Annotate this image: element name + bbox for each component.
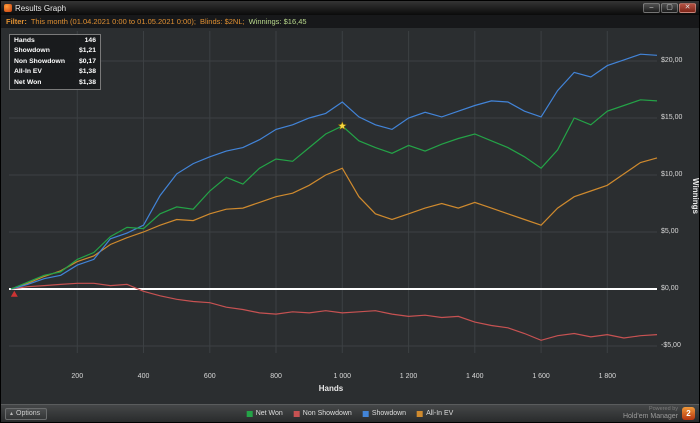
stats-row: Non Showdown $0,17 [10,57,100,67]
hm2-logo-icon: 2 [682,407,695,420]
x-tick-label: 1 200 [399,373,418,380]
close-button[interactable]: ✕ [679,3,696,13]
x-tick-label: 1 600 [532,373,550,380]
x-tick-label: 1 400 [466,373,484,380]
filter-bar[interactable]: Filter: This month (01.04.2021 0:00 to 0… [1,15,699,28]
legend-item-all-in-ev[interactable]: All-In EV [417,410,453,417]
stats-row: Showdown $1,21 [10,46,100,56]
legend-label: Showdown [371,410,407,417]
options-label: Options [16,410,41,417]
legend: Net Won Non Showdown Showdown All-In EV [246,410,453,417]
winnings-value: $16,45 [283,17,307,26]
stats-row: All-In EV $1,38 [10,67,100,77]
maximize-button[interactable]: ▢ [661,3,678,13]
stats-row: Net Won $1,38 [10,78,100,88]
star-marker[interactable] [337,121,347,130]
stats-box: Hands 146 Showdown $1,21 Non Showdown $0,17 Al… [9,34,101,91]
legend-swatch [417,410,424,417]
y-tick-label: $5,00 [661,228,679,235]
x-tick-label: 1 800 [598,373,617,380]
legend-item-showdown[interactable]: Showdown [362,410,407,417]
series-all-in-ev [10,157,658,290]
y-tick-label: $0,00 [661,285,679,292]
filter-blinds-text: Blinds: $2NL; [199,17,245,26]
legend-swatch [246,410,253,417]
legend-item-non-showdown[interactable]: Non Showdown [293,410,352,417]
y-tick-label: -$5,00 [661,342,681,349]
stats-row-label: Hands [14,37,35,44]
x-tick-label: 800 [270,373,282,380]
stats-row-value: 146 [84,37,96,44]
stats-row: Hands 146 [10,36,100,46]
minimize-button[interactable]: – [643,3,660,13]
stats-row-label: Net Won [14,78,42,86]
y-tick-label: $10,00 [661,171,683,178]
x-tick-label: 200 [71,373,84,380]
stats-row-label: Showdown [14,47,50,55]
x-tick-label: 600 [203,373,216,380]
window-controls: – ▢ ✕ [643,3,696,13]
filter-winnings: Winnings: $16,45 [249,17,307,26]
options-button[interactable]: ▴ Options [5,407,48,420]
stats-row-label: Non Showdown [14,57,65,65]
stats-row-value: $1,38 [78,78,96,86]
legend-label: Non Showdown [302,410,352,417]
series-showdown [10,53,658,290]
brand: Powered by Hold'em Manager 2 [622,405,695,421]
legend-swatch [293,410,300,417]
x-tick-label: 1 000 [333,373,352,380]
stats-row-value: $1,38 [78,68,96,76]
brand-name: Hold'em Manager [622,413,678,421]
legend-swatch [362,410,369,417]
x-axis-title: Hands [318,384,344,393]
legend-label: Net Won [255,410,283,417]
titlebar[interactable]: Results Graph – ▢ ✕ [1,1,699,15]
chevron-up-icon: ▴ [10,411,14,417]
app-icon [4,4,12,12]
winnings-label: Winnings: [248,17,282,26]
triangle-marker[interactable] [10,290,18,297]
bottom-bar: ▴ Options Net Won Non Showdown Showdown All… [1,404,699,422]
stats-row-value: $0,17 [78,57,96,65]
stats-row-label: All-In EV [14,68,42,76]
series-non-showdown [10,282,658,341]
y-tick-label: $20,00 [661,57,683,64]
window-title: Results Graph [15,3,67,13]
chart-area: Hands 146 Showdown $1,21 Non Showdown $0,17 Al… [1,28,700,406]
results-chart [9,31,658,353]
filter-label: Filter: [6,17,27,26]
powered-by-text: Powered by [648,405,678,412]
stats-row-value: $1,21 [78,47,96,55]
brand-text: Powered by Hold'em Manager [622,405,678,421]
filter-range-text: This month (01.04.2021 0:00 to 01.05.202… [30,17,196,26]
legend-item-net-won[interactable]: Net Won [246,410,283,417]
y-axis-title: Winnings [691,178,700,214]
y-tick-label: $15,00 [661,114,683,121]
series-net-won [10,99,658,290]
x-tick-label: 400 [137,373,150,380]
legend-label: All-In EV [426,410,454,417]
